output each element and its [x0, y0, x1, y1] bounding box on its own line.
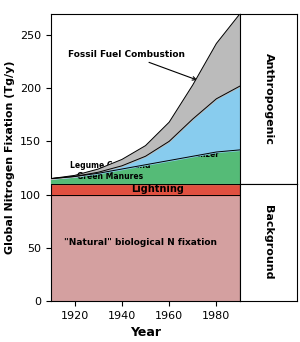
Text: "Natural" biological N fixation: "Natural" biological N fixation [64, 238, 217, 247]
Text: Fossil Fuel Combustion: Fossil Fuel Combustion [68, 50, 196, 80]
Y-axis label: Global Nitrogen Fixation (Tg/y): Global Nitrogen Fixation (Tg/y) [4, 61, 15, 254]
Text: Lightning: Lightning [131, 184, 184, 194]
Text: Legume Crops and
Green Manures: Legume Crops and Green Manures [70, 161, 150, 181]
Text: Background: Background [263, 205, 274, 280]
Text: Anthropogenic: Anthropogenic [263, 53, 274, 145]
X-axis label: Year: Year [130, 326, 161, 339]
Text: Synthetic N
Fertilizer: Synthetic N Fertilizer [175, 139, 225, 158]
